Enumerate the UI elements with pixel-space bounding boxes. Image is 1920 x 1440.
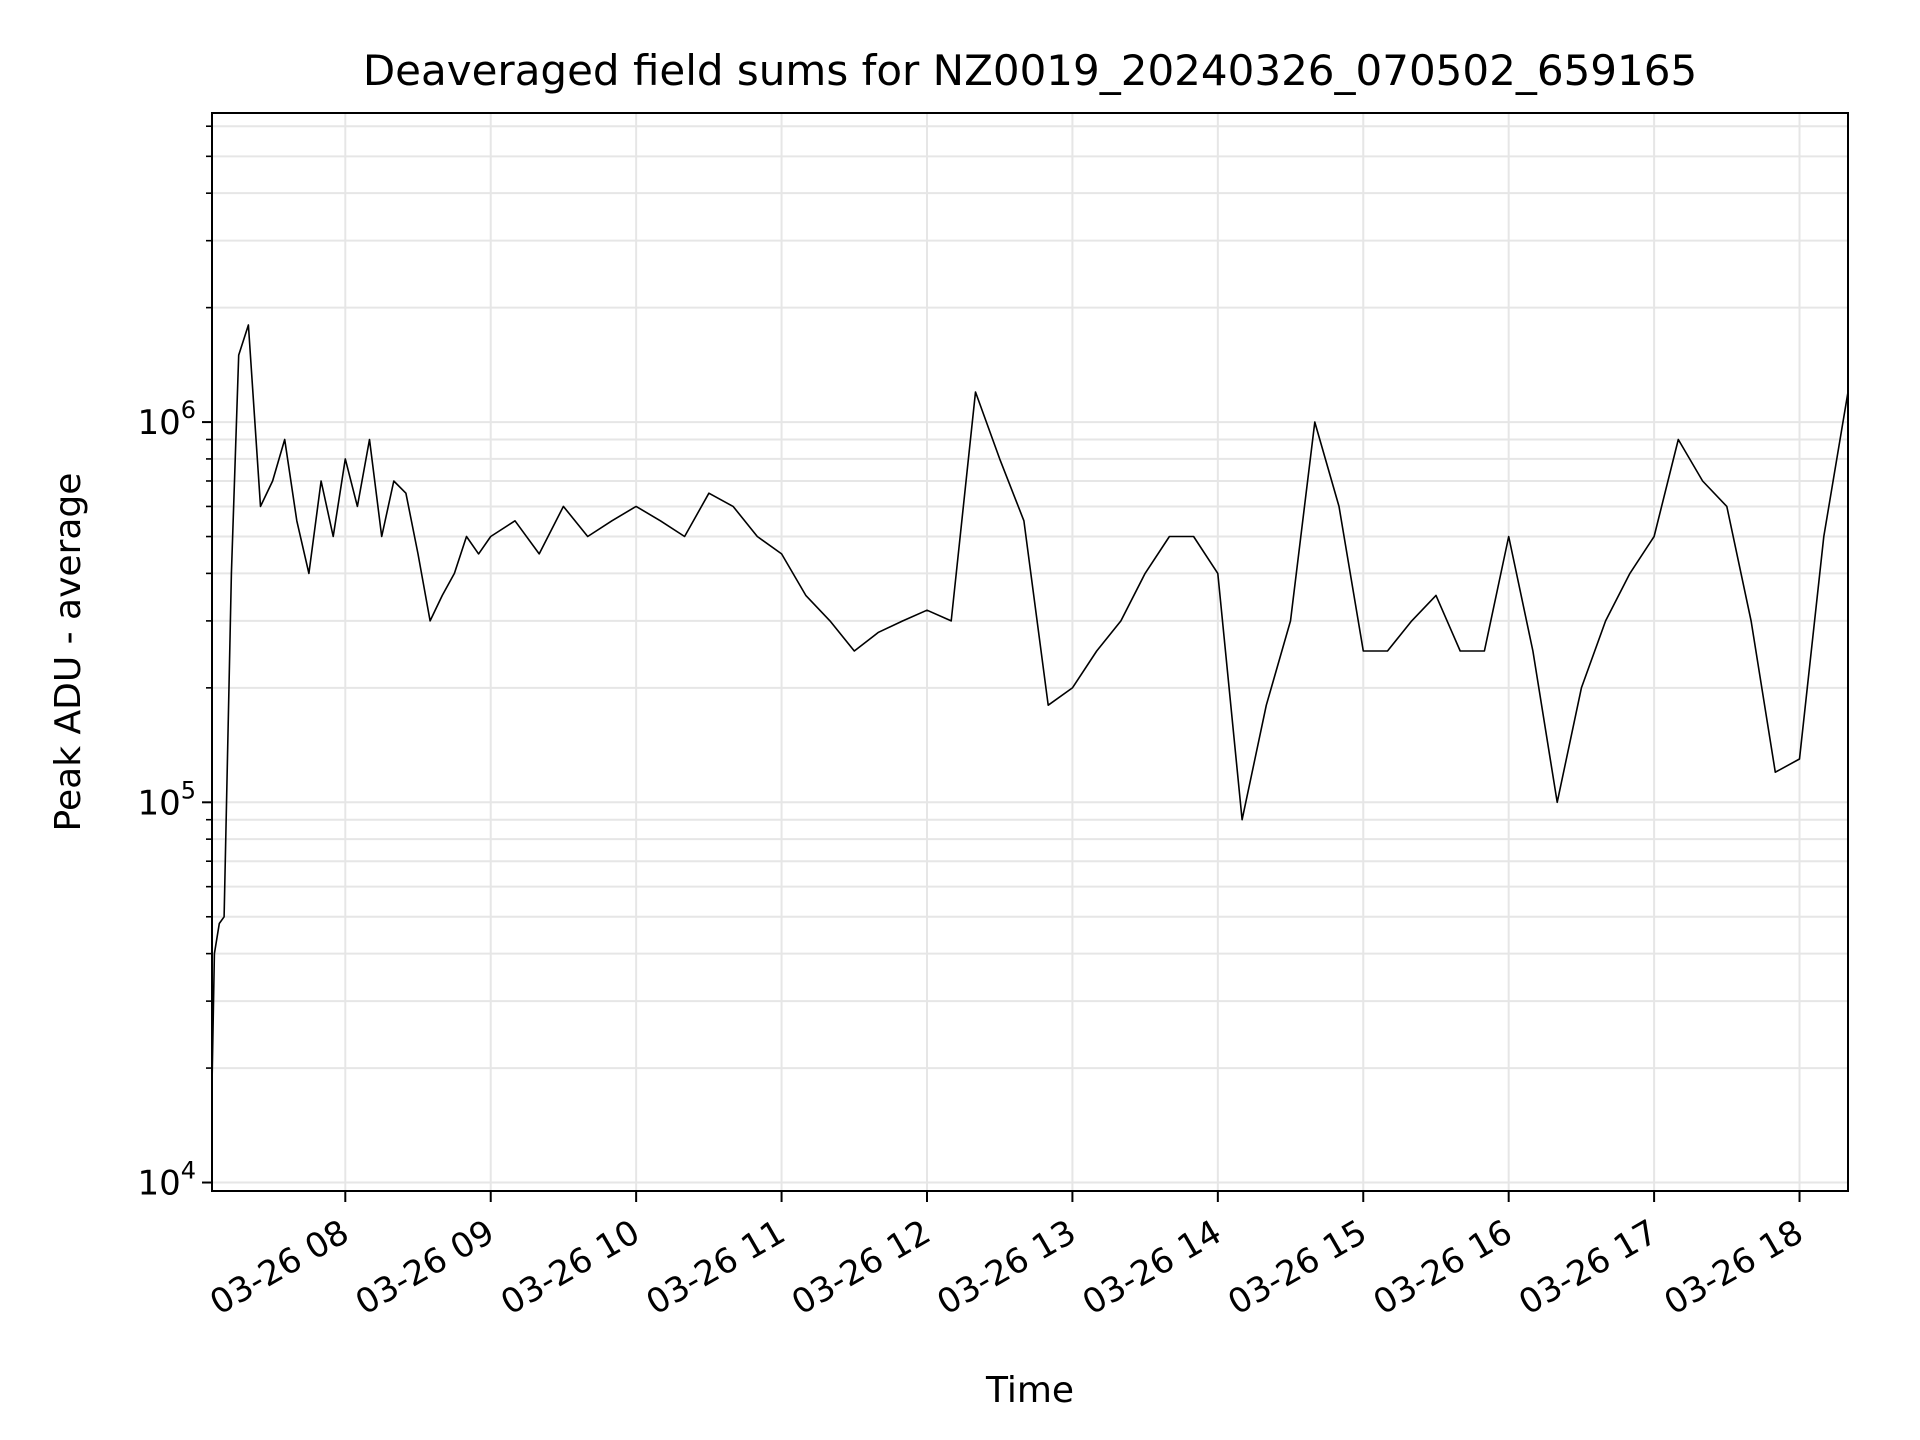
- y-tick-label: 106: [137, 396, 196, 443]
- plot-frame: [211, 112, 1849, 1192]
- series-group: [211, 324, 1849, 1086]
- y-axis-label: Peak ADU - average: [48, 473, 89, 832]
- chart-title: Deaveraged field sums for NZ0019_2024032…: [363, 46, 1697, 95]
- y-tick-label: 105: [137, 776, 196, 823]
- x-axis-label: Time: [985, 1370, 1074, 1411]
- y-axis: 104 105 106: [137, 125, 212, 1204]
- grid: [212, 113, 1848, 1191]
- series-line: [211, 324, 1849, 1086]
- y-tick-label: 104: [137, 1157, 196, 1204]
